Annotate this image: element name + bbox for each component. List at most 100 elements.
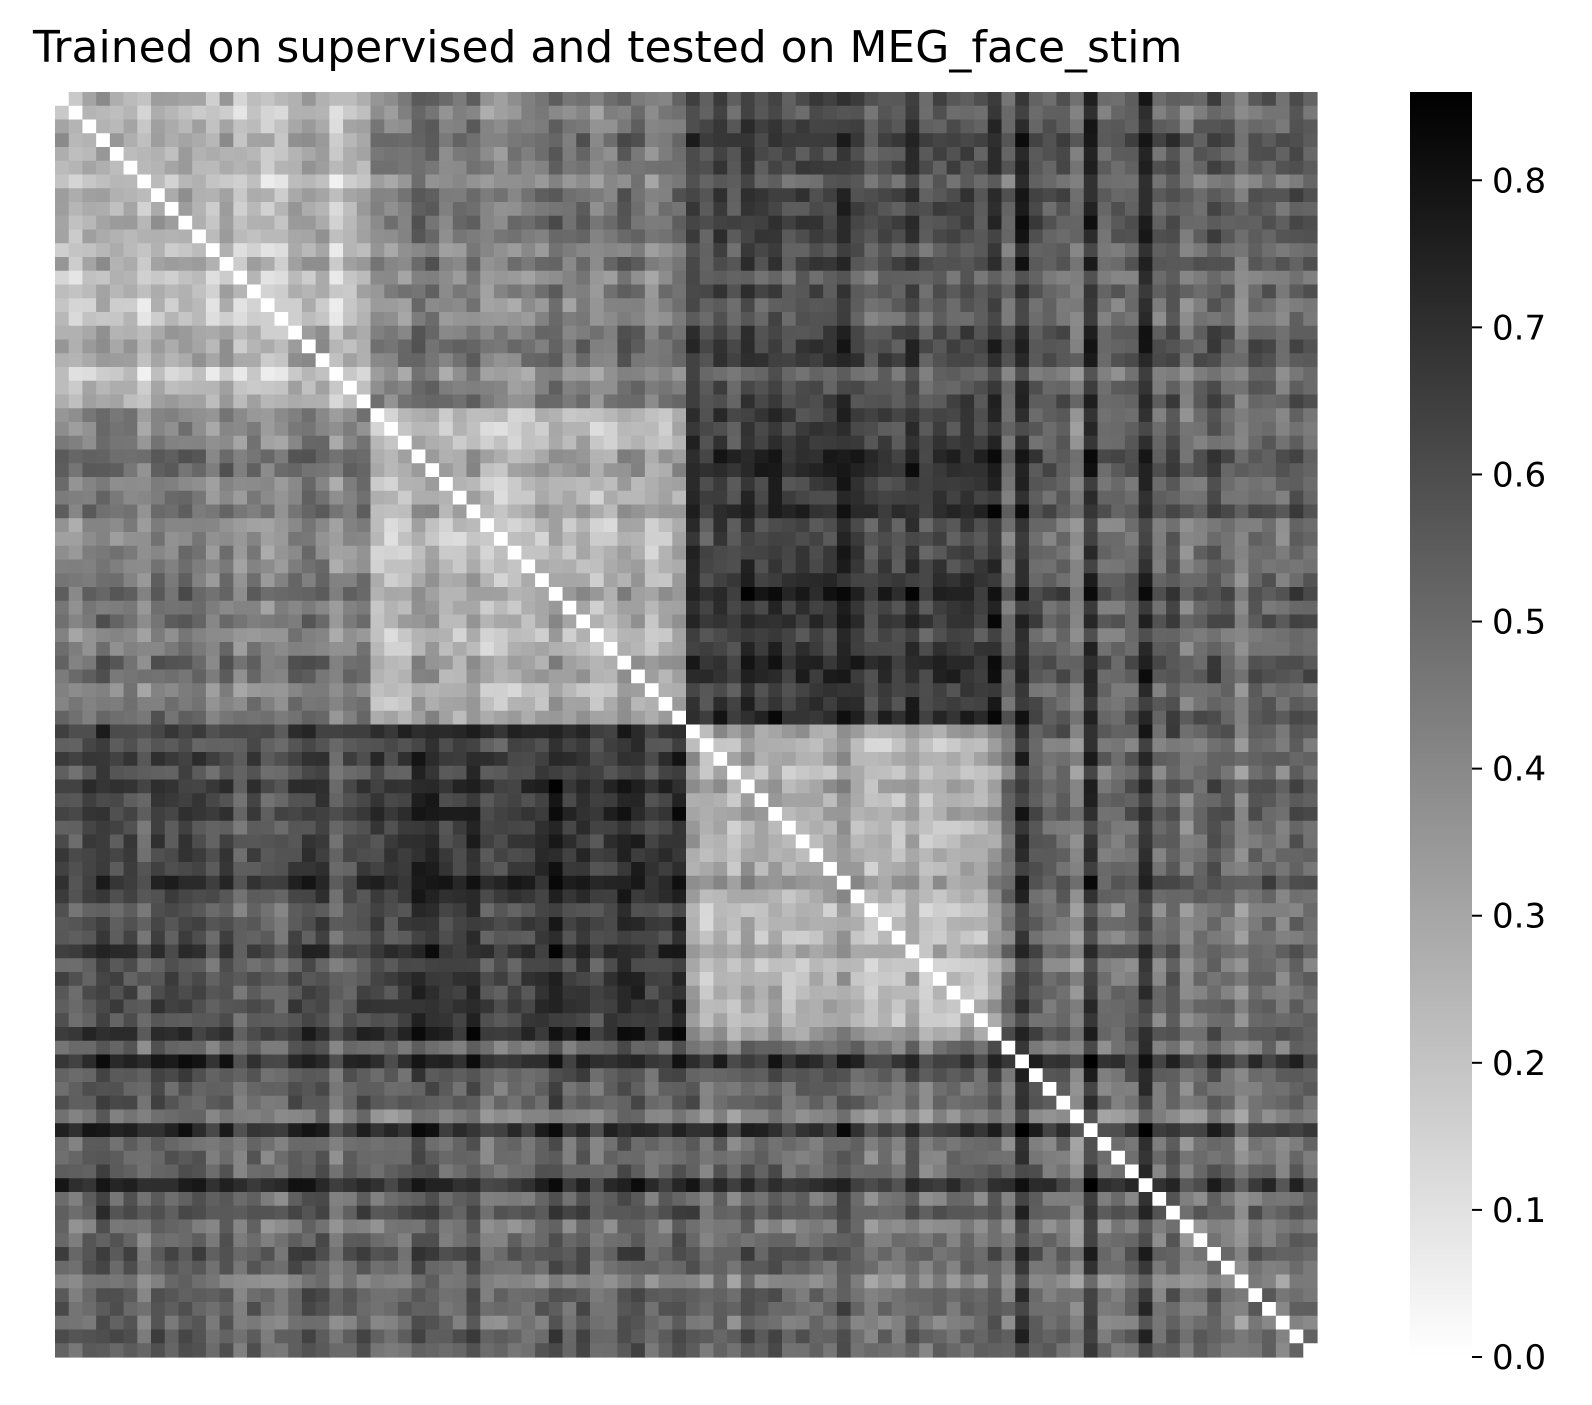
heatmap-cell: [960, 160, 975, 176]
heatmap-cell: [439, 807, 454, 822]
heatmap-cell: [55, 243, 70, 258]
heatmap-cell: [1042, 380, 1057, 396]
heatmap-cell: [274, 683, 289, 698]
heatmap-cell: [672, 133, 687, 148]
heatmap-cell: [452, 614, 468, 629]
heatmap-cell: [397, 518, 413, 533]
heatmap-cell: [644, 628, 660, 643]
heatmap-cell: [754, 683, 769, 698]
heatmap-cell: [1275, 738, 1291, 753]
heatmap-cell: [905, 380, 920, 396]
heatmap-cell: [123, 614, 138, 629]
heatmap-cell: [1152, 532, 1167, 547]
heatmap-cell: [1015, 339, 1030, 354]
heatmap-cell: [1152, 257, 1167, 272]
heatmap-cell: [1289, 449, 1304, 464]
heatmap-cell: [631, 697, 646, 712]
heatmap-cell: [384, 367, 399, 382]
heatmap-cell: [932, 490, 948, 506]
heatmap-cell: [466, 710, 481, 726]
heatmap-cell: [686, 408, 701, 423]
heatmap-cell: [493, 147, 509, 162]
heatmap-cell: [521, 174, 536, 189]
heatmap-cell: [974, 105, 989, 121]
heatmap-cell: [535, 119, 550, 134]
heatmap-cell: [493, 820, 509, 836]
heatmap-cell: [919, 243, 934, 258]
heatmap-cell: [891, 339, 907, 354]
heatmap-cell: [548, 202, 564, 217]
heatmap-cell: [96, 105, 111, 121]
heatmap-cell: [1248, 710, 1263, 726]
heatmap-cell: [68, 380, 84, 396]
heatmap-cell: [219, 807, 234, 822]
heatmap-cell: [548, 325, 564, 341]
heatmap-cell: [1138, 119, 1153, 134]
heatmap-cell: [562, 367, 577, 382]
heatmap-cell: [480, 559, 495, 574]
heatmap-cell: [1207, 697, 1222, 712]
heatmap-cell: [562, 435, 577, 451]
heatmap-cell: [754, 463, 769, 478]
heatmap-cell: [795, 105, 811, 121]
heatmap-cell: [562, 270, 577, 286]
heatmap-cell: [96, 765, 111, 781]
heatmap-cell: [1028, 738, 1044, 753]
heatmap-cell: [1124, 793, 1140, 808]
heatmap-cell: [356, 683, 372, 698]
heatmap-cell: [1083, 600, 1099, 616]
heatmap-cell: [507, 243, 522, 258]
heatmap-cell: [713, 284, 728, 299]
heatmap-cell: [576, 325, 591, 341]
heatmap-cell: [1179, 614, 1195, 629]
heatmap-cell: [1070, 642, 1085, 657]
heatmap-cell: [1303, 559, 1318, 574]
heatmap-cell: [1070, 325, 1085, 341]
heatmap-cell: [178, 160, 193, 176]
heatmap-cell: [480, 779, 495, 794]
heatmap-cell: [1234, 545, 1250, 561]
heatmap-cell: [823, 133, 838, 148]
heatmap-cell: [1207, 463, 1222, 478]
heatmap-cell: [1028, 669, 1044, 684]
heatmap-cell: [123, 353, 138, 368]
heatmap-cell: [1152, 435, 1167, 451]
heatmap-cell: [548, 738, 564, 753]
heatmap-cell: [768, 545, 783, 561]
heatmap-cell: [521, 284, 536, 299]
heatmap-cell: [1166, 752, 1181, 767]
heatmap-cell: [466, 765, 481, 781]
heatmap-cell: [836, 202, 852, 217]
heatmap-cell: [974, 449, 989, 464]
heatmap-cell: [727, 229, 742, 244]
heatmap-cell: [356, 270, 372, 286]
heatmap-cell: [329, 532, 344, 547]
heatmap-cell: [425, 477, 440, 492]
heatmap-cell: [521, 408, 536, 423]
heatmap-cell: [466, 752, 481, 767]
heatmap-cell: [480, 160, 495, 176]
heatmap-cell: [425, 697, 440, 712]
heatmap-cell: [672, 449, 687, 464]
heatmap-cell: [55, 270, 70, 286]
heatmap-cell: [617, 532, 632, 547]
heatmap-cell: [178, 394, 193, 409]
heatmap-cell: [699, 628, 715, 643]
heatmap-cell: [260, 270, 276, 286]
heatmap-cell: [219, 284, 234, 299]
heatmap-cell: [589, 353, 605, 368]
heatmap-cell: [932, 174, 948, 189]
heatmap-cell: [823, 422, 838, 437]
heatmap-cell: [1028, 779, 1044, 794]
heatmap-cell: [1028, 449, 1044, 464]
heatmap-cell: [384, 298, 399, 313]
heatmap-cell: [589, 779, 605, 794]
heatmap-cell: [109, 92, 125, 107]
heatmap-cell: [617, 642, 632, 657]
heatmap-cell: [370, 202, 385, 217]
heatmap-cell: [809, 642, 824, 657]
heatmap-cell: [301, 160, 317, 176]
heatmap-cell: [1042, 243, 1057, 258]
heatmap-cell: [1124, 105, 1140, 121]
heatmap-cell: [987, 147, 1003, 162]
